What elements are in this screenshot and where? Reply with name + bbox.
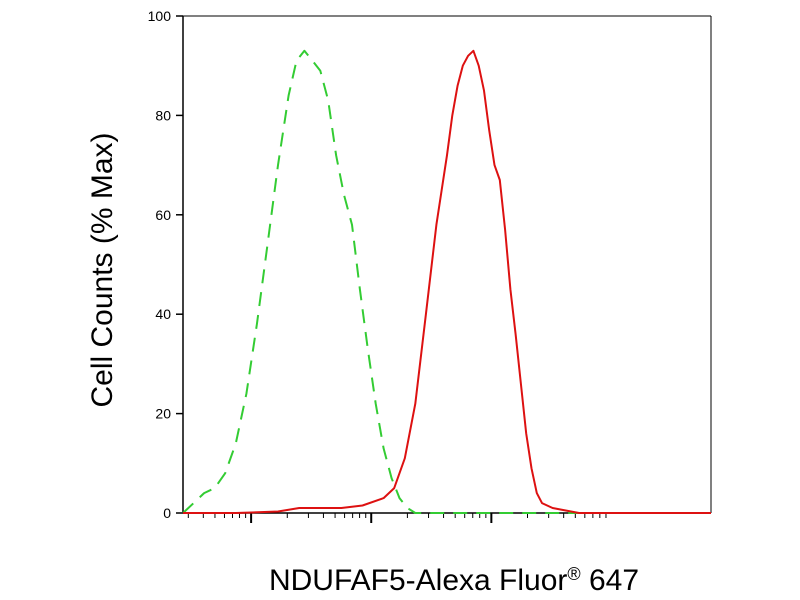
x-axis-title-superscript: ® — [567, 564, 580, 584]
y-tick-label: 40 — [155, 306, 171, 322]
y-axis: 0 20 40 60 80 100 — [148, 8, 184, 521]
y-tick-label: 100 — [148, 8, 172, 24]
x-axis — [183, 512, 711, 523]
x-axis-title-text: NDUFAF5-Alexa Fluor — [269, 564, 567, 597]
y-tick-label: 0 — [163, 505, 171, 521]
y-axis-title: Cell Counts (% Max) — [86, 132, 119, 407]
y-tick-label: 20 — [155, 406, 171, 422]
plot-area — [183, 15, 712, 513]
y-tick-label: 60 — [155, 207, 171, 223]
series-line-solid-red — [183, 49, 711, 514]
y-tick-label: 80 — [155, 107, 171, 123]
x-axis-title: NDUFAF5-Alexa Fluor® 647 — [269, 564, 639, 597]
x-axis-title-suffix: 647 — [581, 564, 639, 597]
series-line-dashed-green — [182, 49, 711, 514]
series-layer — [182, 49, 711, 514]
